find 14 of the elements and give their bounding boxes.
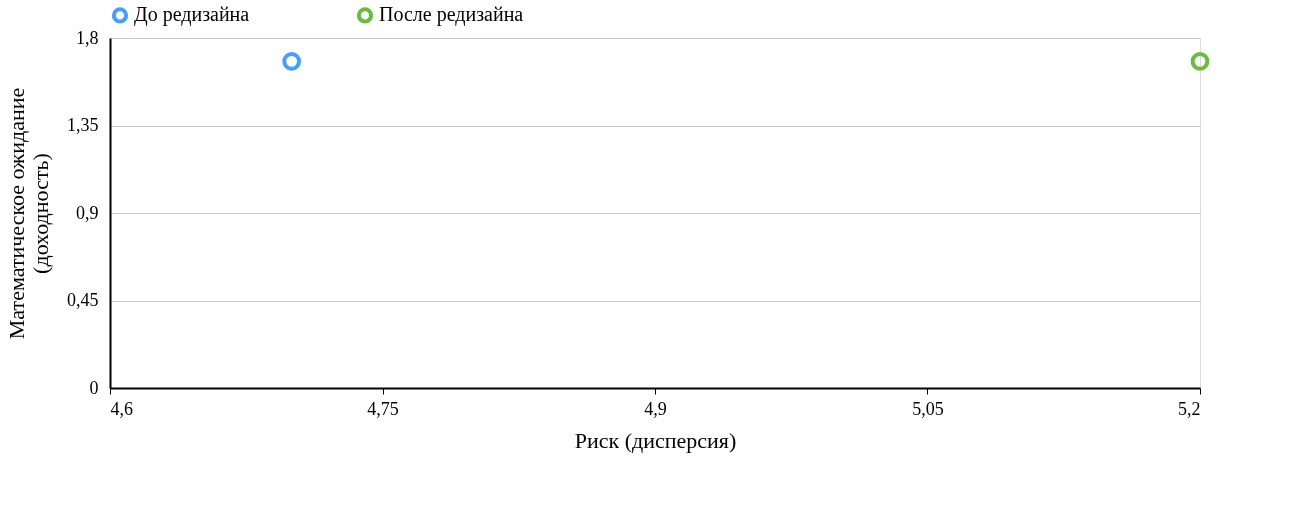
x-tick-label: 4,75 [367, 398, 399, 419]
y-tick-label: 0,45 [67, 290, 99, 310]
y-axis-title: Математическое ожидание (доходность) [4, 87, 53, 340]
legend-label: После редизайна [379, 3, 524, 27]
y-tick-label: 1,35 [67, 115, 99, 135]
x-tick-label: 4,9 [644, 398, 667, 419]
x-tick-label: 5,05 [912, 398, 944, 419]
x-tick-label: 4,6 [110, 398, 133, 419]
x-tick-label: 5,2 [1178, 398, 1201, 419]
y-tick-label: 0,9 [76, 202, 99, 223]
legend-label: До редизайна [134, 3, 250, 27]
y-tick-label: 1,8 [76, 27, 99, 48]
y-tick-label: 0 [89, 377, 99, 398]
x-axis-title: Риск (дисперсия) [574, 427, 737, 453]
